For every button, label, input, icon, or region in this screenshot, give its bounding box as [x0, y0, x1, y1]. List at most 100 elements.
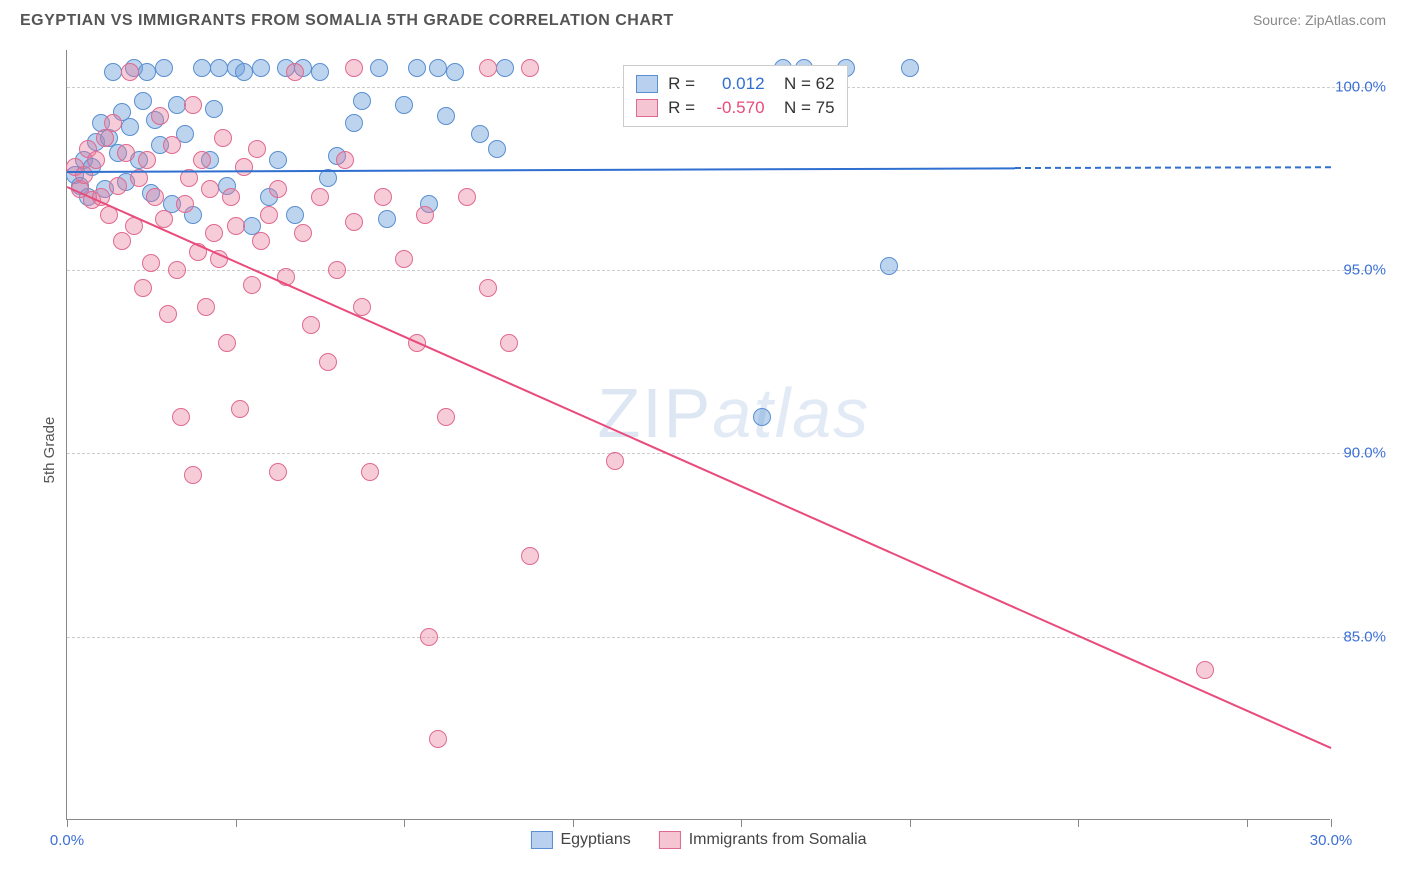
scatter-point	[302, 316, 320, 334]
scatter-point	[146, 188, 164, 206]
scatter-point	[134, 92, 152, 110]
scatter-point	[260, 206, 278, 224]
scatter-point	[176, 195, 194, 213]
scatter-point	[336, 151, 354, 169]
scatter-point	[374, 188, 392, 206]
scatter-point	[87, 151, 105, 169]
scatter-point	[294, 224, 312, 242]
scatter-point	[479, 279, 497, 297]
y-tick-label: 85.0%	[1343, 628, 1386, 645]
legend-swatch	[530, 831, 552, 849]
scatter-point	[286, 206, 304, 224]
scatter-point	[378, 210, 396, 228]
watermark-atlas: atlas	[712, 374, 870, 452]
scatter-point	[155, 59, 173, 77]
watermark-zip: ZIP	[597, 374, 712, 452]
chart-title: EGYPTIAN VS IMMIGRANTS FROM SOMALIA 5TH …	[20, 12, 674, 30]
scatter-point	[214, 129, 232, 147]
scatter-point	[753, 408, 771, 426]
scatter-point	[429, 59, 447, 77]
scatter-point	[471, 125, 489, 143]
scatter-point	[345, 213, 363, 231]
scatter-point	[353, 92, 371, 110]
scatter-point	[201, 180, 219, 198]
x-tick	[1331, 819, 1332, 827]
scatter-point	[269, 180, 287, 198]
scatter-point	[134, 279, 152, 297]
stat-n: N = 62	[775, 74, 835, 94]
scatter-point	[458, 188, 476, 206]
scatter-point	[184, 96, 202, 114]
grid-line	[67, 453, 1370, 454]
scatter-point	[117, 144, 135, 162]
source-label: Source: ZipAtlas.com	[1253, 12, 1386, 28]
y-axis-label: 5th Grade	[41, 417, 58, 484]
x-tick-label: 30.0%	[1310, 832, 1353, 849]
y-tick-label: 100.0%	[1335, 78, 1386, 95]
scatter-point	[252, 59, 270, 77]
x-tick	[404, 819, 405, 827]
y-tick-label: 95.0%	[1343, 262, 1386, 279]
scatter-point	[311, 63, 329, 81]
scatter-point	[155, 210, 173, 228]
scatter-point	[113, 232, 131, 250]
stat-r: R = 0.012	[668, 74, 764, 94]
scatter-point	[416, 206, 434, 224]
legend-label: Egyptians	[560, 831, 630, 849]
scatter-point	[243, 276, 261, 294]
stat-n: N = 75	[775, 98, 835, 118]
scatter-point	[353, 298, 371, 316]
scatter-point	[345, 114, 363, 132]
scatter-point	[197, 298, 215, 316]
scatter-point	[437, 408, 455, 426]
x-tick	[236, 819, 237, 827]
scatter-point	[488, 140, 506, 158]
scatter-point	[121, 63, 139, 81]
scatter-point	[479, 59, 497, 77]
grid-line	[67, 270, 1370, 271]
regression-line	[1015, 167, 1331, 170]
scatter-point	[138, 151, 156, 169]
scatter-point	[193, 59, 211, 77]
scatter-point	[172, 408, 190, 426]
x-tick-label: 0.0%	[50, 832, 84, 849]
legend-item: Immigrants from Somalia	[659, 831, 867, 849]
legend-swatch	[636, 75, 658, 93]
scatter-point	[880, 257, 898, 275]
scatter-point	[420, 628, 438, 646]
scatter-point	[104, 63, 122, 81]
y-tick-label: 90.0%	[1343, 445, 1386, 462]
scatter-point	[361, 463, 379, 481]
scatter-point	[248, 140, 266, 158]
scatter-point	[521, 59, 539, 77]
stat-legend-row: R = 0.012 N = 62	[636, 72, 834, 96]
scatter-point	[218, 334, 236, 352]
scatter-point	[210, 59, 228, 77]
x-tick	[1247, 819, 1248, 827]
scatter-point	[168, 261, 186, 279]
scatter-point	[446, 63, 464, 81]
scatter-point	[606, 452, 624, 470]
scatter-point	[138, 63, 156, 81]
scatter-point	[227, 217, 245, 235]
scatter-point	[121, 118, 139, 136]
stat-legend: R = 0.012 N = 62R = -0.570 N = 75	[623, 65, 847, 127]
scatter-point	[345, 59, 363, 77]
scatter-point	[1196, 661, 1214, 679]
x-tick	[910, 819, 911, 827]
scatter-point	[496, 59, 514, 77]
scatter-point	[205, 100, 223, 118]
scatter-point	[222, 188, 240, 206]
scatter-point	[328, 261, 346, 279]
legend-swatch	[659, 831, 681, 849]
scatter-point	[205, 224, 223, 242]
scatter-point	[311, 188, 329, 206]
scatter-point	[163, 136, 181, 154]
scatter-point	[286, 63, 304, 81]
scatter-point	[252, 232, 270, 250]
scatter-point	[408, 59, 426, 77]
legend-swatch	[636, 99, 658, 117]
chart-container: 5th Grade ZIPatlas 85.0%90.0%95.0%100.0%…	[20, 40, 1386, 860]
plot-area: ZIPatlas 85.0%90.0%95.0%100.0%0.0%30.0%R…	[66, 50, 1330, 820]
scatter-point	[235, 158, 253, 176]
